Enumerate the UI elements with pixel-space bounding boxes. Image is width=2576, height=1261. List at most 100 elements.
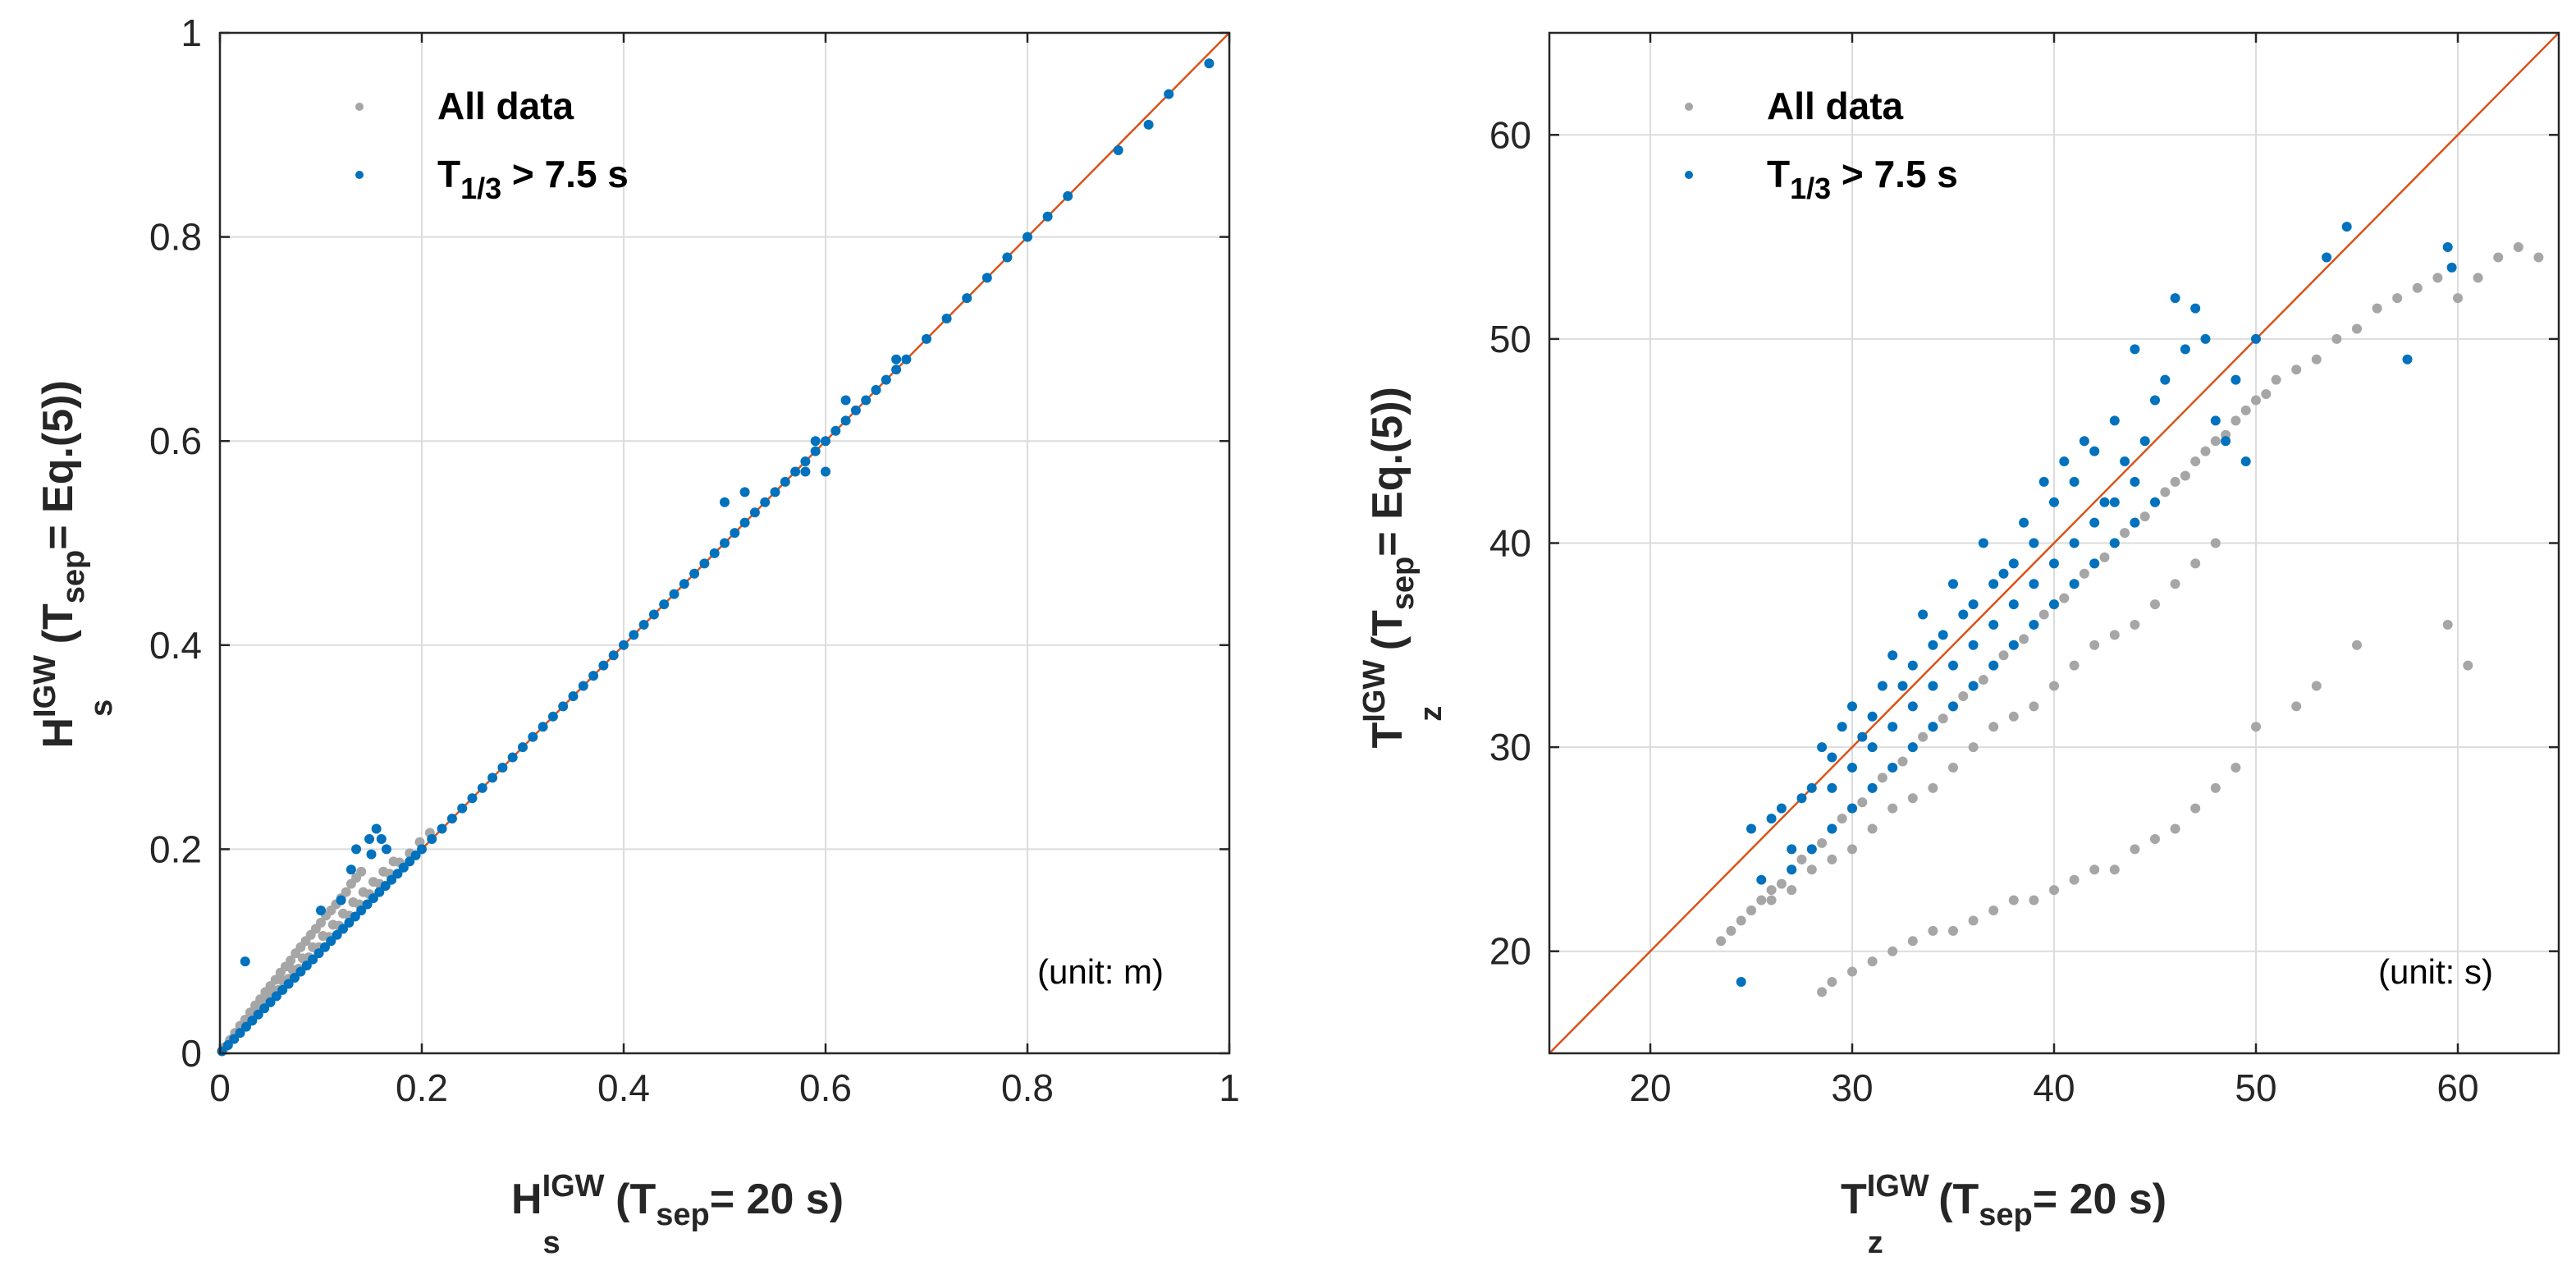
right-point-all-data [1938,713,1948,724]
right-point-all-data [2251,722,2261,732]
left-point-t13 [518,742,528,753]
right-point-all-data [1847,844,1857,855]
right-point-all-data [2109,630,2120,640]
left-point-t13 [437,823,447,834]
right-point-t13 [1968,640,1979,650]
right-point-t13 [1968,599,1979,610]
right-point-all-data [2130,844,2140,855]
right-point-t13 [1827,752,1837,763]
right-legend-label-all-data: All data [1767,85,1904,127]
right-point-all-data [1776,878,1787,889]
left-point-t13 [240,956,250,967]
left-y-tick-label: 0.8 [149,216,202,259]
left-point-t13 [891,354,902,365]
right-x-tick-label: 40 [2033,1066,2075,1109]
left-point-t13 [405,856,415,867]
left-point-t13 [345,864,356,875]
right-point-t13 [2059,456,2070,467]
right-point-all-data [1998,650,2009,661]
right-point-all-data [2291,365,2302,375]
right-point-all-data [2049,885,2059,896]
left-point-t13 [290,973,300,984]
right-point-t13 [2069,579,2080,589]
right-x-axis-label: TIGW z (Tsep= 20 s) [1841,1169,2166,1260]
left-point-t13 [800,466,811,477]
right-point-t13 [2170,293,2180,304]
left-point-t13 [1113,144,1123,155]
left-point-t13 [457,803,468,814]
right-point-all-data [2049,681,2059,691]
right-point-t13 [2109,538,2120,548]
left-point-t13 [699,558,710,569]
left-point-t13 [598,660,609,671]
right-point-t13 [1988,660,1999,671]
right-point-all-data [1968,915,1979,926]
right-point-all-data [1806,864,1817,875]
left-point-t13 [235,1028,245,1039]
right-unit-annotation: (unit: s) [2378,952,2493,991]
right-point-all-data [2190,803,2201,814]
left-point-t13 [669,589,679,599]
right-point-t13 [1887,722,1898,732]
right-point-all-data [2120,528,2130,539]
right-point-t13 [2049,599,2059,610]
right-point-all-data [2442,619,2453,630]
right-point-all-data [2139,511,2150,522]
right-point-t13 [1787,844,1797,855]
left-y-tick-label: 0.2 [149,828,202,870]
right-point-t13 [2251,333,2261,344]
right-point-all-data [1928,925,1938,936]
right-point-t13 [2029,619,2039,630]
right-point-all-data [1948,762,1958,773]
right-point-all-data [2231,762,2241,773]
left-point-t13 [366,849,377,860]
right-x-tick-label: 60 [2436,1066,2478,1109]
right-x-tick-label: 50 [2235,1066,2276,1109]
left-x-tick-label: 0.4 [597,1066,650,1109]
left-point-t13 [709,548,720,558]
right-point-t13 [1847,803,1857,814]
left-legend-marker-t13 [355,171,364,179]
right-point-t13 [1887,650,1898,661]
right-point-all-data [1827,854,1837,864]
left-x-tick-label: 0 [209,1066,231,1109]
right-point-t13 [2008,599,2019,610]
right-legend-label-t13: T1/3 > 7.5 s [1767,153,1958,205]
right-point-t13 [2130,517,2140,528]
right-point-t13 [1938,630,1948,640]
right-x-ticks: 20 30 40 50 60 [1629,33,2479,1109]
left-x-tick-label: 0.2 [396,1066,448,1109]
right-point-t13 [1928,722,1938,732]
right-point-all-data [2291,701,2302,712]
left-point-t13 [229,1034,240,1044]
right-point-all-data [2089,640,2100,650]
right-point-t13 [2210,415,2221,426]
right-point-all-data [2069,660,2080,671]
left-point-t13 [497,762,508,773]
left-point-t13 [941,314,952,324]
right-point-all-data [1948,925,1958,936]
left-y-ticks: 0 0.2 0.4 0.6 0.8 1 [149,11,1229,1075]
right-point-t13 [1897,681,1908,691]
left-chart-panel: 0 0.2 0.4 0.6 0.8 1 0 0.2 0.4 0.6 0.8 1 All data T… [28,11,1240,1260]
right-point-t13 [2038,476,2049,487]
right-point-all-data [1907,793,1918,804]
right-point-t13 [1948,701,1958,712]
left-point-t13 [467,793,478,804]
right-point-t13 [1776,803,1787,814]
left-point-t13 [364,833,375,844]
right-point-all-data [2059,593,2070,603]
right-point-t13 [1968,681,1979,691]
right-point-all-data [1736,915,1746,926]
right-point-t13 [2341,222,2352,232]
right-point-t13 [2099,497,2110,507]
left-point-t13 [265,997,276,1007]
right-point-all-data [2311,681,2322,691]
right-y-tick-label: 50 [1489,318,1531,360]
right-series-all-data [1716,242,2544,997]
left-point-t13 [240,1021,251,1032]
left-point-t13 [619,640,629,650]
left-y-tick-label: 1 [181,11,202,54]
left-point-t13 [538,722,548,732]
right-point-t13 [2079,436,2089,447]
